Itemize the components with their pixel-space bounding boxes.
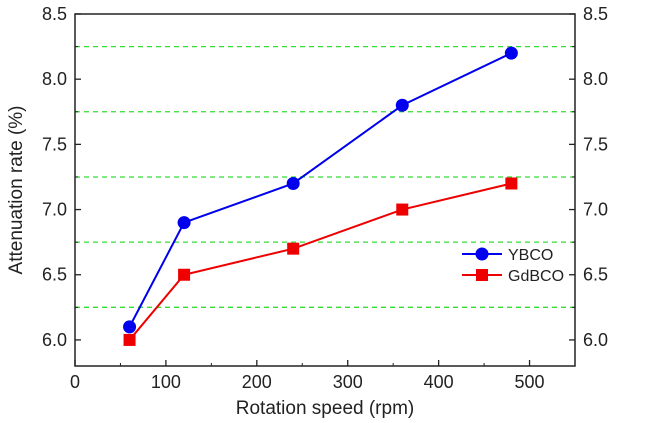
x-tick-label: 300 [333,372,363,392]
y-tick-label-left: 6.0 [42,330,67,350]
data-point-ybco [123,320,137,334]
data-point-ybco [395,98,409,112]
y-tick-label-right: 8.0 [583,69,608,89]
series-layer [123,46,518,346]
legend-label: GdBCO [508,268,564,285]
data-point-ybco [177,216,191,230]
legend-marker [475,247,489,261]
x-axis-title: Rotation speed (rpm) [236,398,414,419]
axis-ticks: 0 100 200 300 400 500 6.0 6.0 6.5 6.5 7.0 7.0 7.5 7.5… [42,4,608,392]
data-point-gdbco [287,242,300,255]
y-axis-title: Attenuation rate (%) [6,106,27,275]
y-tick-label-right: 7.5 [583,134,608,154]
y-tick-label-left: 8.0 [42,69,67,89]
data-point-gdbco [123,333,136,346]
data-point-gdbco [396,203,409,216]
y-tick-label-left: 7.5 [42,134,67,154]
legend-marker [476,269,488,281]
data-point-ybco [286,176,300,190]
legend: YBCO GdBCO [462,247,564,285]
x-tick-label: 200 [242,372,272,392]
x-tick-label: 100 [151,372,181,392]
y-tick-label-left: 7.0 [42,200,67,220]
legend-label: YBCO [508,247,553,264]
data-point-gdbco [505,177,518,190]
y-tick-label-left: 6.5 [42,265,67,285]
x-tick-label: 400 [424,372,454,392]
data-point-ybco [504,46,518,60]
x-tick-label: 0 [70,372,80,392]
y-tick-label-right: 6.5 [583,265,608,285]
x-tick-label: 500 [515,372,545,392]
series-line-gdbco [128,182,512,341]
data-point-gdbco [178,268,191,281]
reference-lines [75,45,575,308]
y-tick-label-right: 6.0 [583,330,608,350]
series-line-ybco [128,52,512,328]
y-tick-label-right: 7.0 [583,200,608,220]
y-tick-label-right: 8.5 [583,4,608,24]
plot-frame [74,13,576,367]
y-tick-label-left: 8.5 [42,4,67,24]
